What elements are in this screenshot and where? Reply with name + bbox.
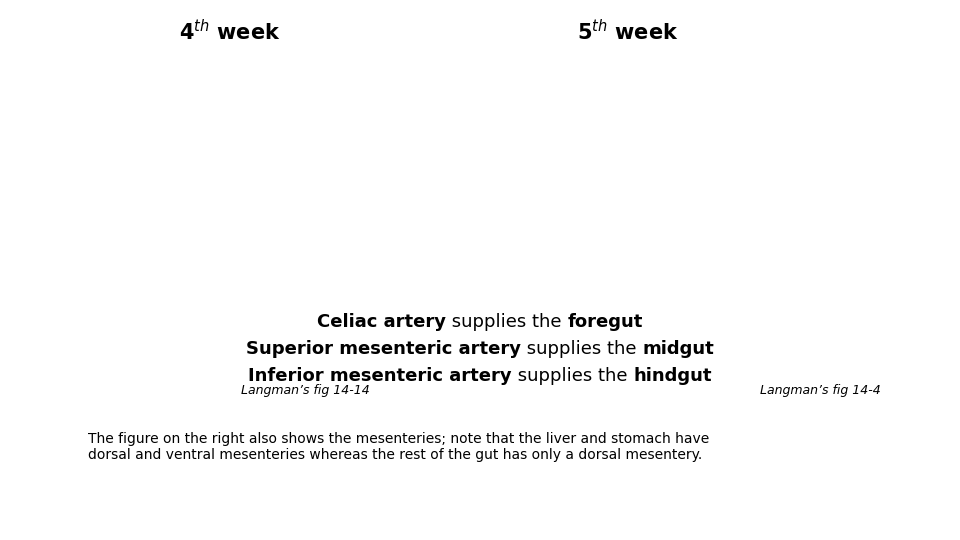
Text: Langman’s fig 14-4: Langman’s fig 14-4 (759, 384, 880, 397)
Text: Langman’s fig 14-14: Langman’s fig 14-14 (241, 384, 370, 397)
Text: Inferior mesenteric artery: Inferior mesenteric artery (249, 367, 512, 385)
Text: supplies the: supplies the (521, 340, 642, 358)
Text: supplies the: supplies the (512, 367, 634, 385)
Text: foregut: foregut (567, 313, 643, 331)
Text: supplies the: supplies the (446, 313, 567, 331)
Text: 5$^{th}$ week: 5$^{th}$ week (577, 19, 679, 44)
Text: The figure on the right also shows the mesenteries; note that the liver and stom: The figure on the right also shows the m… (88, 432, 709, 446)
Text: 4$^{th}$ week: 4$^{th}$ week (180, 19, 280, 44)
Text: Celiac artery: Celiac artery (317, 313, 446, 331)
Text: Superior mesenteric artery: Superior mesenteric artery (246, 340, 521, 358)
Text: dorsal and ventral mesenteries whereas the rest of the gut has only a dorsal mes: dorsal and ventral mesenteries whereas t… (88, 448, 703, 462)
Text: hindgut: hindgut (634, 367, 711, 385)
Text: midgut: midgut (642, 340, 714, 358)
